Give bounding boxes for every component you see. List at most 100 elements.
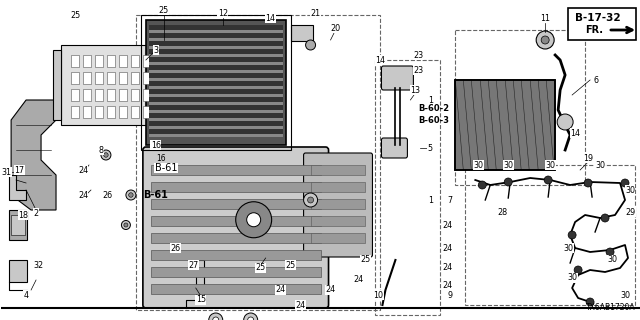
- Bar: [119, 72, 127, 84]
- Bar: [149, 97, 283, 102]
- Text: 23: 23: [413, 51, 424, 60]
- Circle shape: [544, 176, 552, 184]
- Text: 24: 24: [442, 263, 452, 273]
- Text: 24: 24: [442, 220, 452, 229]
- Bar: [151, 250, 321, 260]
- Bar: [61, 45, 196, 125]
- Bar: [167, 106, 175, 118]
- Text: 24: 24: [296, 300, 306, 309]
- Bar: [9, 260, 27, 282]
- Circle shape: [303, 193, 317, 207]
- Bar: [107, 72, 115, 84]
- Text: B-60-2: B-60-2: [419, 103, 449, 113]
- Circle shape: [248, 317, 253, 320]
- Bar: [107, 55, 115, 67]
- Text: 10: 10: [374, 291, 383, 300]
- Text: 25: 25: [285, 260, 296, 269]
- Text: 30: 30: [620, 291, 630, 300]
- Text: B-17-32: B-17-32: [575, 13, 621, 23]
- Circle shape: [244, 313, 258, 320]
- Bar: [71, 89, 79, 101]
- Circle shape: [124, 223, 128, 227]
- Bar: [149, 49, 283, 54]
- Circle shape: [212, 317, 219, 320]
- Text: 15: 15: [196, 295, 206, 305]
- Text: 20: 20: [330, 23, 340, 33]
- Circle shape: [584, 179, 592, 187]
- Circle shape: [104, 153, 108, 157]
- Bar: [71, 106, 79, 118]
- Text: 24: 24: [326, 285, 335, 294]
- Polygon shape: [9, 175, 26, 200]
- Text: 32: 32: [33, 260, 43, 269]
- Circle shape: [126, 190, 136, 200]
- Bar: [149, 65, 283, 70]
- Bar: [149, 134, 283, 137]
- Bar: [131, 89, 139, 101]
- Bar: [155, 72, 163, 84]
- Bar: [119, 106, 127, 118]
- Bar: [95, 72, 103, 84]
- Text: 30: 30: [595, 161, 605, 170]
- Bar: [151, 267, 321, 277]
- Text: 30: 30: [567, 274, 577, 283]
- Text: 25: 25: [159, 5, 169, 14]
- Polygon shape: [11, 100, 56, 210]
- Bar: [149, 110, 283, 113]
- FancyBboxPatch shape: [381, 138, 408, 158]
- Bar: [149, 86, 283, 89]
- FancyBboxPatch shape: [381, 66, 413, 90]
- Bar: [149, 105, 283, 110]
- Bar: [149, 54, 283, 57]
- Bar: [179, 106, 187, 118]
- Bar: [95, 89, 103, 101]
- Text: 2: 2: [33, 209, 38, 218]
- Bar: [155, 55, 163, 67]
- Text: 26: 26: [103, 190, 113, 199]
- Text: 30: 30: [607, 255, 617, 265]
- Text: 1: 1: [428, 196, 433, 204]
- Bar: [131, 72, 139, 84]
- Bar: [149, 118, 283, 121]
- Bar: [149, 38, 283, 41]
- Bar: [455, 30, 585, 185]
- Bar: [149, 129, 283, 134]
- Circle shape: [305, 40, 316, 50]
- Text: 30: 30: [563, 244, 573, 252]
- Text: 14: 14: [570, 129, 580, 138]
- Text: 6: 6: [593, 76, 598, 84]
- Circle shape: [606, 248, 614, 256]
- Bar: [83, 106, 91, 118]
- Bar: [310, 233, 365, 243]
- Bar: [179, 55, 187, 67]
- Bar: [107, 106, 115, 118]
- Circle shape: [236, 202, 271, 238]
- Text: 14: 14: [266, 13, 276, 22]
- Bar: [151, 199, 321, 209]
- Text: 27: 27: [189, 260, 199, 269]
- Bar: [9, 210, 27, 240]
- Bar: [151, 165, 321, 175]
- Bar: [149, 33, 283, 38]
- Bar: [310, 165, 365, 175]
- Bar: [11, 215, 25, 235]
- Bar: [131, 55, 139, 67]
- Text: 25: 25: [255, 263, 266, 273]
- Bar: [310, 216, 365, 226]
- Bar: [71, 55, 79, 67]
- Bar: [131, 106, 139, 118]
- Circle shape: [478, 181, 486, 189]
- Bar: [83, 89, 91, 101]
- Circle shape: [129, 193, 133, 197]
- FancyBboxPatch shape: [143, 147, 328, 308]
- Text: 17: 17: [14, 165, 24, 174]
- Bar: [310, 182, 365, 192]
- Bar: [149, 113, 283, 118]
- Text: B-61: B-61: [143, 190, 168, 200]
- Bar: [149, 46, 283, 49]
- Text: 21: 21: [310, 9, 321, 18]
- Text: 25: 25: [360, 255, 371, 265]
- Text: FR.: FR.: [585, 25, 603, 35]
- Bar: [455, 80, 555, 170]
- FancyBboxPatch shape: [303, 153, 372, 257]
